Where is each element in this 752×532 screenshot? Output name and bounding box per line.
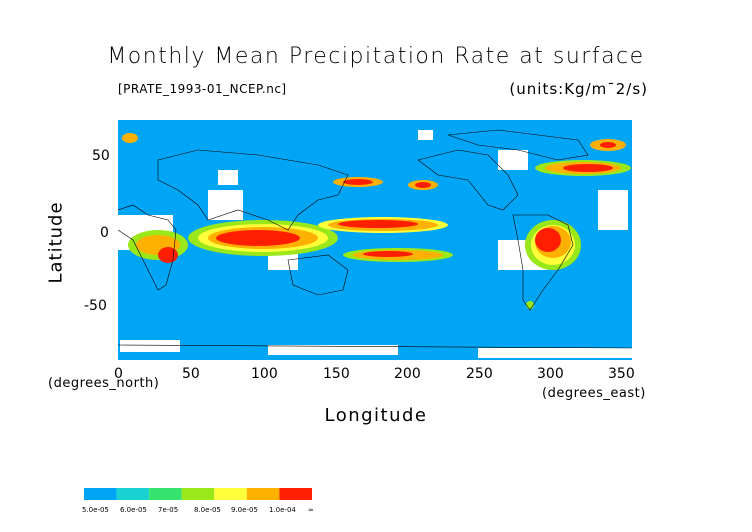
legend-swatch xyxy=(181,488,215,500)
legend-swatches xyxy=(84,488,312,500)
legend-swatch xyxy=(279,488,312,500)
legend-colorbar xyxy=(84,488,312,500)
legend-label: 8.0e-05 xyxy=(194,506,221,514)
x-tick-label: 200 xyxy=(394,366,421,382)
y-tick-label: -50 xyxy=(84,298,107,314)
x-tick-label: 100 xyxy=(251,366,278,382)
legend-swatch xyxy=(84,488,117,500)
legend-label: 5.0e-05 xyxy=(82,506,109,514)
legend-label: 7e-05 xyxy=(158,506,179,514)
legend-swatch xyxy=(149,488,182,500)
legend-label: 9.0e-05 xyxy=(231,506,258,514)
precip-bands xyxy=(122,133,631,309)
y-tick-label: 50 xyxy=(92,148,110,164)
map-title: Monthly Mean Precipitation Rate at surfa… xyxy=(107,44,645,69)
source-file-label: [PRATE_1993-01_NCEP.nc] xyxy=(118,82,287,96)
x-tick-label: 50 xyxy=(182,366,200,382)
units-label: (units:Kg/m¯2/s) xyxy=(509,80,648,98)
x-tick-label: 0 xyxy=(114,366,123,382)
legend-swatch xyxy=(246,488,280,500)
precipitation-map xyxy=(118,120,632,360)
coastlines xyxy=(118,129,632,349)
x-axis-units: (degrees_east) xyxy=(542,386,646,401)
x-tick-label: 250 xyxy=(466,366,493,382)
x-tick-label: 300 xyxy=(537,366,564,382)
y-axis-label: Latitude xyxy=(45,201,67,284)
legend-swatch xyxy=(116,488,150,500)
legend-label: 1.0e-04 xyxy=(269,506,296,514)
legend-label: 6.0e-05 xyxy=(120,506,147,514)
x-tick-label: 150 xyxy=(323,366,350,382)
legend-label: ∞ xyxy=(308,506,314,514)
legend-swatch xyxy=(214,488,247,500)
x-axis-label: Longitude xyxy=(324,405,428,426)
y-tick-label: 0 xyxy=(100,225,109,241)
y-axis-units: (degrees_north) xyxy=(48,376,160,391)
x-tick-label: 350 xyxy=(608,366,635,382)
